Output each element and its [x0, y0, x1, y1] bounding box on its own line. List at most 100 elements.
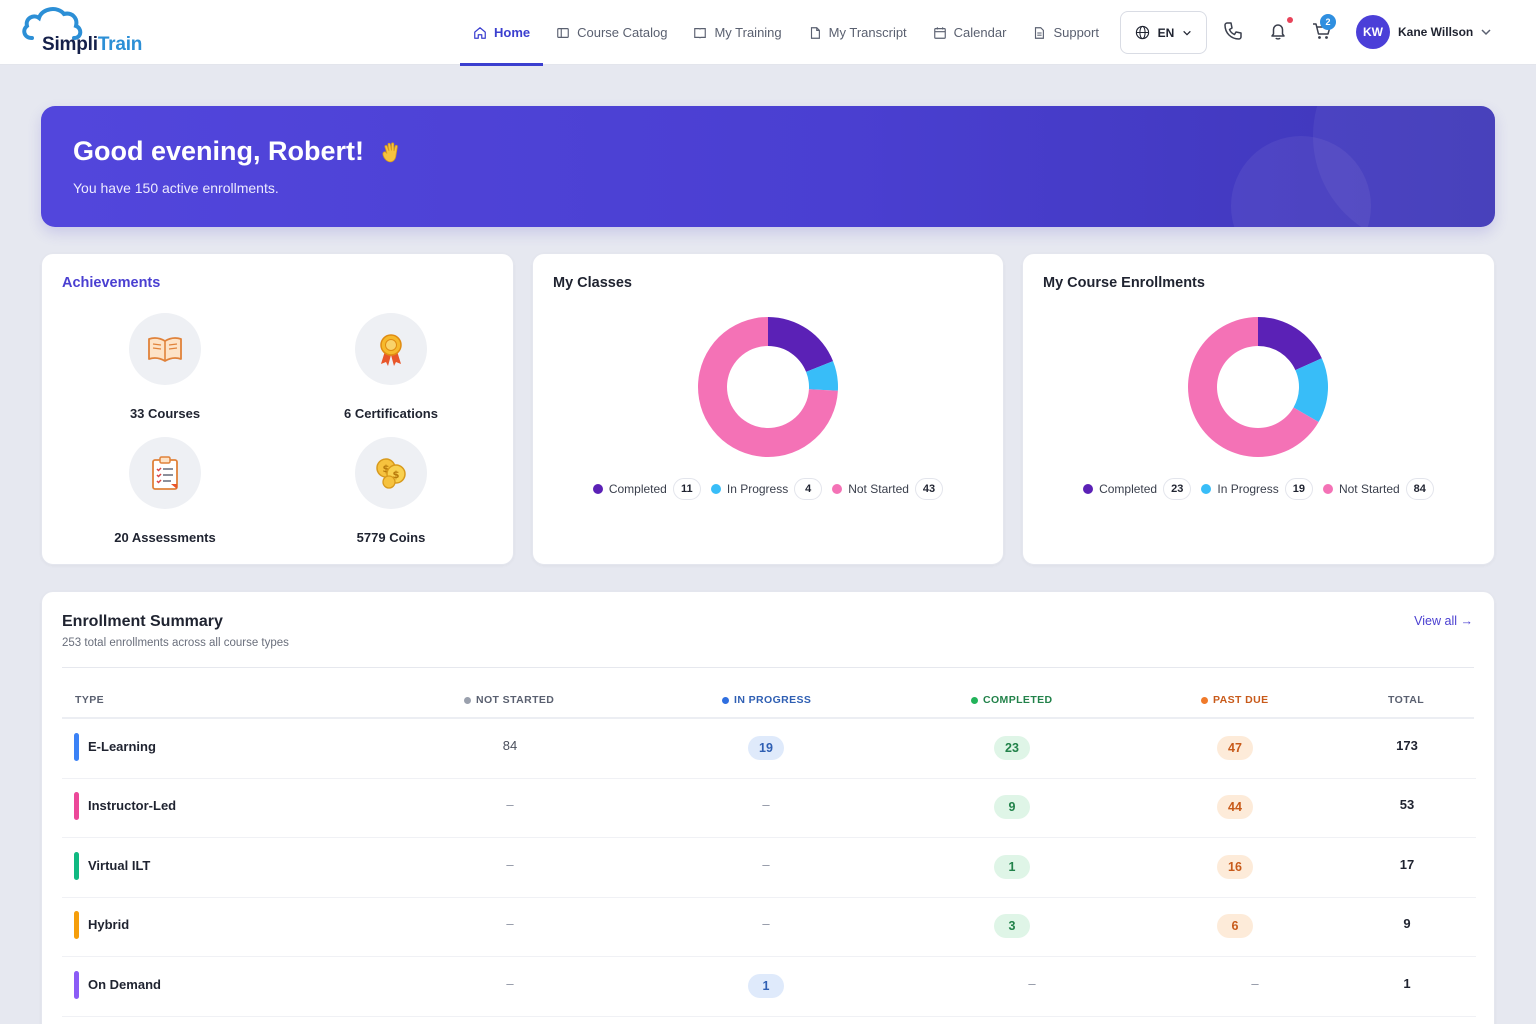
- chevron-down-icon[interactable]: [1480, 26, 1492, 38]
- achievement-assessments[interactable]: 20 Assessments: [65, 437, 265, 545]
- past-due-pill: 6: [1217, 914, 1253, 938]
- in-progress-dot: [1201, 484, 1212, 494]
- not-started-dot: [832, 484, 843, 494]
- nav-home[interactable]: Home: [460, 0, 544, 66]
- header-label: PAST DUE: [1213, 694, 1269, 706]
- header-in-progress: IN PROGRESS: [722, 694, 811, 706]
- table-row[interactable]: Hybrid – – 3 6 9: [62, 897, 1476, 957]
- achievement-label: 5779 Coins: [356, 530, 426, 545]
- header-completed: COMPLETED: [971, 694, 1053, 706]
- in-progress-value: –: [762, 857, 770, 872]
- nav-course-catalog-label: Course Catalog: [577, 25, 668, 40]
- main-nav: Home Course Catalog My Training My Trans…: [460, 0, 1112, 66]
- nav-my-transcript[interactable]: My Transcript: [795, 0, 920, 65]
- in-progress-pill: 1: [748, 974, 784, 998]
- my-course-enrollments-card: My Course Enrollments Completed 23 In Pro…: [1022, 253, 1495, 565]
- table-row[interactable]: E-Learning 84 19 23 47 173: [62, 719, 1476, 779]
- slice-in-progress[interactable]: [1293, 358, 1328, 422]
- header-type: TYPE: [75, 694, 104, 706]
- legend-in-progress: In Progress 19: [1201, 478, 1313, 500]
- slice-completed[interactable]: [768, 317, 834, 372]
- not-started-value: –: [506, 976, 514, 991]
- status-dot: [1201, 696, 1208, 704]
- slice-not-started[interactable]: [698, 317, 838, 457]
- completed-dot: [1083, 484, 1094, 494]
- header-label: COMPLETED: [983, 694, 1053, 706]
- support-icon: [1035, 26, 1045, 39]
- clipboard-checklist-icon: [152, 456, 178, 490]
- simplitrain-logo[interactable]: SimpliTrain: [22, 4, 152, 60]
- total-value: 173: [1396, 738, 1418, 753]
- legend-count: 84: [1405, 478, 1434, 500]
- slice-in-progress[interactable]: [806, 361, 838, 391]
- slice-not-started[interactable]: [1188, 317, 1319, 457]
- legend-count: 4: [794, 478, 823, 500]
- my-classes-card: My Classes Completed 11 In Progress 4 Not …: [532, 253, 1004, 565]
- nav-support[interactable]: Support: [1019, 0, 1112, 65]
- completed-pill: 1: [994, 855, 1030, 879]
- header-not-started: NOT STARTED: [464, 694, 554, 706]
- in-progress-dot: [710, 484, 721, 494]
- completed-value: –: [1028, 976, 1036, 991]
- header-label: NOT STARTED: [476, 694, 555, 706]
- header-label: IN PROGRESS: [734, 694, 812, 706]
- avatar[interactable]: KW: [1356, 15, 1390, 49]
- document-icon: [810, 26, 820, 39]
- not-started-value: –: [506, 857, 514, 872]
- nav-course-catalog[interactable]: Course Catalog: [543, 0, 680, 65]
- legend-count: 11: [672, 478, 701, 500]
- user-name[interactable]: Kane Willson: [1398, 25, 1474, 39]
- legend-label: Completed: [1099, 482, 1158, 496]
- nav-my-transcript-label: My Transcript: [828, 25, 907, 40]
- achievement-icon-circle: [129, 437, 201, 509]
- language-selector[interactable]: EN: [1120, 11, 1207, 54]
- achievement-coins[interactable]: $ $ 5779 Coins: [291, 437, 491, 545]
- nav-calendar[interactable]: Calendar: [920, 0, 1020, 65]
- legend-count: 43: [914, 478, 944, 500]
- cart-count-badge: 2: [1320, 14, 1336, 30]
- achievement-courses[interactable]: 33 Courses: [65, 313, 265, 421]
- completed-pill: 3: [994, 914, 1030, 938]
- slice-completed[interactable]: [1258, 317, 1322, 371]
- my-classes-legend: Completed 11 In Progress 4 Not Started 43: [533, 478, 1003, 500]
- cloud-logo-icon: [22, 7, 83, 40]
- my-classes-donut-chart: [698, 317, 838, 457]
- header-total: TOTAL: [1388, 694, 1424, 706]
- my-course-enrollments-title: My Course Enrollments: [1043, 275, 1205, 291]
- achievement-certifications[interactable]: 6 Certifications: [291, 313, 491, 421]
- my-classes-title: My Classes: [553, 275, 632, 291]
- table-row[interactable]: Instructor-Led – – 9 44 53: [62, 778, 1476, 838]
- table-row[interactable]: Virtual ILT – – 1 16 17: [62, 838, 1476, 898]
- type-color-bar: [74, 971, 79, 999]
- legend-count: 19: [1284, 478, 1313, 500]
- legend-in-progress: In Progress 4: [710, 478, 823, 500]
- legend-count: 23: [1163, 478, 1192, 500]
- course-type: Instructor-Led: [88, 798, 177, 813]
- nav-support-label: Support: [1053, 25, 1099, 40]
- not-started-value: –: [506, 797, 514, 812]
- home-icon: [474, 26, 486, 39]
- enrollment-summary-title: Enrollment Summary: [62, 613, 223, 630]
- nav-my-training[interactable]: My Training: [680, 0, 794, 65]
- header-past-due: PAST DUE: [1201, 694, 1269, 706]
- view-all-link[interactable]: View all →: [1414, 614, 1473, 628]
- in-progress-value: –: [762, 916, 770, 931]
- enrollment-summary-subtitle: 253 total enrollments across all course …: [62, 637, 289, 649]
- svg-text:$: $: [383, 464, 390, 475]
- achievement-label: 33 Courses: [129, 406, 201, 421]
- enrollment-summary-card: Enrollment Summary 253 total enrollments…: [41, 591, 1495, 1024]
- catalog-icon: [557, 27, 569, 38]
- course-type: E-Learning: [88, 739, 156, 754]
- nav-home-label: Home: [494, 25, 531, 40]
- phone-icon[interactable]: [1222, 20, 1244, 42]
- open-book-icon: [148, 337, 182, 362]
- bell-icon[interactable]: [1267, 20, 1289, 42]
- not-started-dot: [1322, 484, 1333, 494]
- completed-pill: 9: [994, 795, 1030, 819]
- calendar-icon: [933, 26, 946, 39]
- legend-label: In Progress: [726, 482, 789, 496]
- top-navigation-bar: SimpliTrain Home Course Catalog My Train…: [0, 0, 1536, 66]
- past-due-pill: 47: [1217, 736, 1253, 760]
- table-row[interactable]: On Demand – 1 – – 1: [62, 957, 1476, 1017]
- header-label: TYPE: [75, 694, 105, 706]
